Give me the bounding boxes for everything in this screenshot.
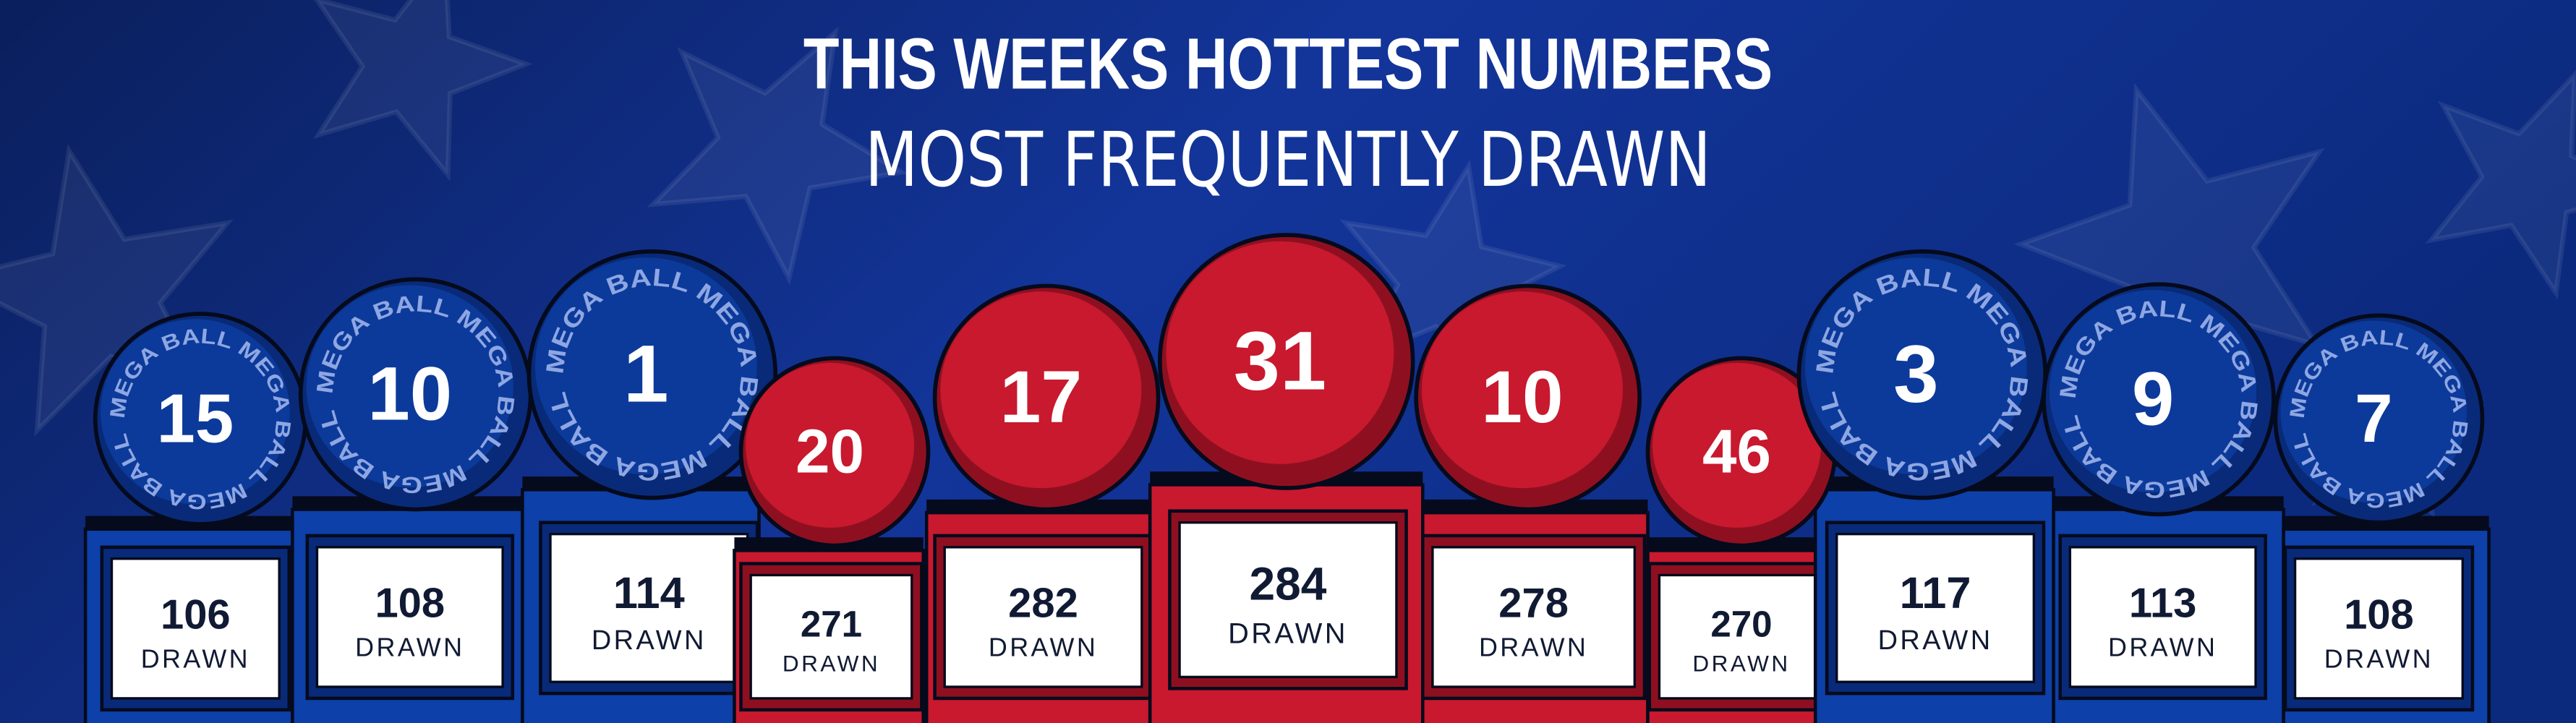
count-box <box>1658 573 1825 700</box>
ball-face <box>2280 320 2468 503</box>
drawn-label: DRAWN <box>1228 617 1348 649</box>
white-ball-5: 17 <box>932 283 1161 512</box>
pedestal-10: 113 DRAWN <box>2052 496 2285 723</box>
page-subtitle: MOST FREQUENTLY DRAWN <box>865 116 1711 204</box>
white-ball-4: 20 <box>738 356 931 548</box>
drawn-label: DRAWN <box>2108 633 2217 662</box>
ball-number: 46 <box>1702 417 1771 486</box>
drawn-label: DRAWN <box>1479 633 1588 662</box>
ball-number: 10 <box>1481 356 1563 438</box>
drawn-count: 108 <box>2344 591 2414 638</box>
count-box <box>1835 532 2036 683</box>
page-title: THIS WEEKS HOTTEST NUMBERS <box>803 24 1773 105</box>
ball-number: 3 <box>1893 328 1939 419</box>
pedestal-8: 270 DRAWN <box>1646 537 1842 723</box>
count-box <box>315 546 504 688</box>
ball-number: 7 <box>2355 380 2393 457</box>
ball-number: 15 <box>157 380 234 458</box>
ball-number: 1 <box>623 328 669 419</box>
ball-number: 9 <box>2132 356 2174 441</box>
drawn-count: 270 <box>1710 604 1772 645</box>
pedestal-3: 114 DRAWN <box>521 476 761 723</box>
ball-face <box>101 319 290 505</box>
drawn-label: DRAWN <box>592 625 707 656</box>
pedestal-4: 271 DRAWN <box>733 537 925 723</box>
star-icon <box>2425 69 2576 300</box>
pedestal-1: 106 DRAWN <box>83 515 294 723</box>
white-ball-6: 31 <box>1157 233 1415 490</box>
white-ball-8: 46 <box>1645 356 1838 548</box>
count-box <box>749 573 913 700</box>
drawn-count: 113 <box>2129 580 2196 626</box>
drawn-label: DRAWN <box>989 633 1098 662</box>
balls: MEGA BALL MEGA BALL MEGA BALL 15 MEGA BALL… <box>93 233 2485 548</box>
ball-face <box>940 291 1142 489</box>
drawn-count: 108 <box>375 580 445 626</box>
count-box <box>1178 521 1398 679</box>
drawn-count: 284 <box>1250 558 1327 610</box>
ball-face <box>1166 241 1394 464</box>
drawn-label: DRAWN <box>782 650 880 676</box>
ball-number: 20 <box>796 417 864 486</box>
drawn-count: 278 <box>1498 580 1569 626</box>
count-box <box>1431 546 1637 688</box>
drawn-label: DRAWN <box>355 633 464 662</box>
ball-number: 17 <box>1000 356 1082 438</box>
drawn-count: 106 <box>161 591 231 638</box>
mega-ball-2: MEGA BALL MEGA BALL MEGA BALL 10 <box>298 277 533 512</box>
ball-face <box>2049 290 2257 493</box>
ball-face <box>1421 291 1623 489</box>
ball-face <box>1805 257 2027 475</box>
drawn-label: DRAWN <box>1878 625 1993 656</box>
count-box <box>2293 557 2464 700</box>
mega-ball-10: MEGA BALL MEGA BALL MEGA BALL 9 <box>2042 282 2276 517</box>
drawn-count: 114 <box>613 568 685 617</box>
count-box <box>943 546 1143 688</box>
mega-ball-11: MEGA BALL MEGA BALL MEGA BALL 7 <box>2273 313 2485 525</box>
ball-number: 31 <box>1234 315 1326 407</box>
ball-face <box>306 285 513 488</box>
drawn-count: 271 <box>801 604 862 645</box>
star-icon <box>647 26 908 286</box>
mega-ball-1: MEGA BALL MEGA BALL MEGA BALL 15 <box>93 312 308 526</box>
drawn-label: DRAWN <box>141 644 250 673</box>
ball-face <box>746 362 915 528</box>
pedestal-7: 278 DRAWN <box>1421 499 1650 723</box>
drawn-count: 282 <box>1008 580 1078 626</box>
ball-face <box>535 257 757 475</box>
drawn-label: DRAWN <box>2324 644 2434 673</box>
drawn-count: 117 <box>1900 568 1971 617</box>
count-box <box>549 532 749 683</box>
ball-face <box>1652 362 1822 528</box>
pedestal-11: 108 DRAWN <box>2282 515 2491 723</box>
white-ball-7: 10 <box>1414 283 1642 512</box>
count-box <box>110 557 281 700</box>
ball-number: 10 <box>367 351 452 436</box>
count-box <box>2068 546 2257 688</box>
mega-ball-9: MEGA BALL MEGA BALL MEGA BALL 3 <box>1796 249 2048 500</box>
star-icon <box>312 0 533 181</box>
pedestal-9: 117 DRAWN <box>1813 476 2055 723</box>
pedestal-2: 108 DRAWN <box>291 496 524 723</box>
pedestal-6: 284 DRAWN <box>1148 471 1425 723</box>
drawn-label: DRAWN <box>1692 650 1790 676</box>
mega-ball-3: MEGA BALL MEGA BALL MEGA BALL 1 <box>526 249 778 500</box>
pedestal-5: 282 DRAWN <box>924 499 1153 723</box>
